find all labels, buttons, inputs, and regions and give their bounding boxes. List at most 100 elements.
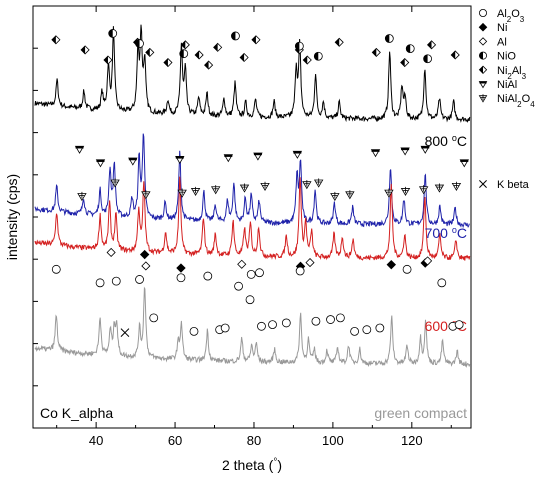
marker-circle-open [350,326,359,336]
marker-triangle-down-cross [177,188,187,198]
marker-triangle-down-bar [292,150,303,159]
marker-triangle-down-cross [418,185,429,195]
marker-circle-open [295,266,305,276]
marker-diamond-half [302,55,312,65]
legend-label: Ni [497,22,507,34]
marker-triangle-down-cross [384,188,394,198]
marker-cross [479,180,487,188]
marker-triangle-down-cross [400,186,411,197]
marker-triangle-down-cross [239,183,250,193]
x-axis-label: 2 theta (°) [222,457,282,474]
marker-circle-open [220,323,230,333]
marker-circle-open [326,315,335,324]
legend-label: NiAl2O4 [497,93,535,109]
marker-diamond-half [426,40,437,50]
marker-circle-open [135,275,144,284]
legend-entry: Al2O3 [478,8,525,24]
marker-diamond-half [478,65,488,74]
marker-triangle-down-bar [478,81,488,89]
marker-triangle-down-cross [330,191,340,202]
marker-circle-open [111,276,121,286]
marker-triangle-down-cross [434,183,445,193]
marker-diamond-filled [176,263,186,273]
marker-circle-open [478,8,487,17]
marker-triangle-down-bar [400,147,410,156]
marker-diamond-half [450,50,460,60]
marker-diamond-half [180,40,190,50]
legend-entry: Al [478,36,507,48]
legend-entry: K beta [479,179,530,191]
marker-triangle-down-cross [210,185,221,195]
marker-triangle-down-bar [370,149,381,158]
plot-frame [32,5,472,429]
marker-diamond-half [51,35,61,45]
marker-diamond-open [141,261,151,271]
marker-diamond-open [106,247,116,258]
marker-circle-open [255,268,264,278]
legend-entry: NiAl [478,79,517,91]
legend-label: Ni2Al3 [497,65,527,81]
marker-triangle-down-cross [190,186,201,197]
marker-triangle-down-cross [260,181,270,191]
marker-circle-open [51,264,61,274]
series-line [34,176,471,261]
marker-circle-open [335,313,345,323]
marker-triangle-down-cross [313,178,324,188]
marker-cross [120,328,130,337]
marker-triangle-down-cross [451,181,462,191]
series-line [34,133,470,229]
marker-circle-open [176,273,186,283]
marker-circle-half [108,29,118,38]
x-tick-label: 40 [89,433,103,448]
marker-diamond-filled [478,22,488,32]
series-line [34,286,471,369]
legend-label: NiAl [497,79,517,91]
legend-entry: NiAl2O4 [478,93,535,109]
marker-triangle-down-cross [302,180,312,190]
marker-triangle-down-bar [223,154,234,163]
marker-diamond-filled [139,249,150,260]
marker-diamond-open [423,256,433,266]
marker-diamond-half [371,47,381,57]
marker-circle-open [234,281,243,291]
marker-circle-open [454,320,464,330]
marker-circle-open [246,269,256,279]
marker-triangle-down-cross [110,178,120,188]
marker-circle-open [362,325,372,335]
y-axis-label: intensity (cps) [4,174,20,260]
marker-triangle-down-bar [74,145,85,154]
marker-diamond-half [163,57,173,68]
marker-triangle-down-bar [95,159,106,168]
legend-label: K beta [497,179,530,191]
marker-circle-half [478,51,487,60]
marker-circle-open [311,316,321,326]
series-line [34,24,471,123]
marker-diamond-half [334,37,344,47]
legend-entry: NiO [478,51,516,63]
marker-circle-open [203,271,213,281]
series-label: 700 oC [425,225,467,241]
marker-diamond-half [145,47,155,57]
marker-circle-open [189,326,199,336]
marker-circle-half [384,34,394,43]
marker-diamond-half [103,55,113,65]
marker-circle-open [437,278,447,288]
marker-circle-half [179,49,189,59]
legend-entry: Ni2Al3 [478,65,527,81]
marker-triangle-down-bar [175,155,185,164]
marker-diamond-open [478,37,488,46]
legend-label: NiO [497,51,516,63]
marker-diamond-half [80,45,90,55]
legend-label: Al [497,36,507,48]
marker-circle-open [245,295,255,305]
series-label: 800 oC [425,133,467,149]
marker-circle-half [313,51,323,61]
marker-triangle-down-cross [77,191,87,202]
marker-triangle-down-bar [459,159,469,168]
marker-circle-half [231,31,240,41]
marker-circle-half [423,54,432,64]
marker-triangle-down-bar [420,145,430,154]
series-label: green compact [374,405,467,421]
